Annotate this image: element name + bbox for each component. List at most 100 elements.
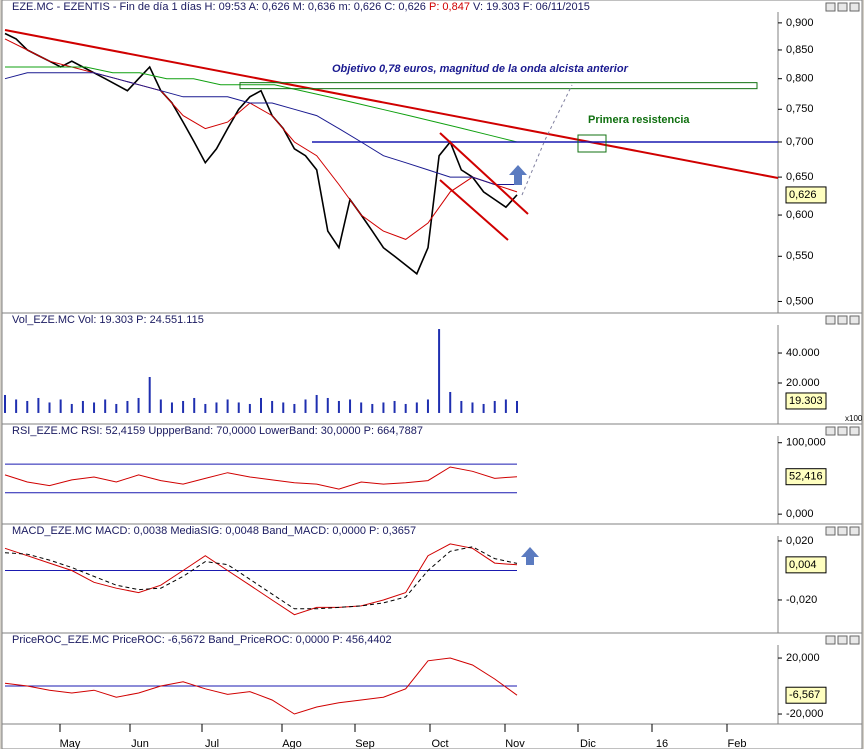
volume-bar: [193, 397, 196, 413]
y-tick-label: 0,650: [786, 171, 814, 183]
series-line: [4, 466, 518, 490]
volume-bar: [360, 402, 363, 413]
window-button[interactable]: [849, 426, 860, 436]
y-tick-label: 40.000: [786, 347, 820, 359]
volume-bar: [126, 400, 129, 413]
window-button[interactable]: [837, 426, 848, 436]
series-line: [4, 546, 518, 610]
x-tick-label: Oct: [431, 738, 448, 749]
panel-header: PriceROC_EZE.MC PriceROC: -6,5672 Band_P…: [12, 634, 392, 646]
window-button[interactable]: [825, 2, 836, 12]
header-part: V: 19.303 F: 06/11/2015: [473, 1, 590, 13]
last-value-box: [785, 468, 827, 486]
panel: [1, 632, 863, 725]
x-axis: [1, 723, 863, 749]
volume-bar: [415, 402, 418, 413]
last-value-label: 0,626: [789, 189, 817, 201]
target-zone: [239, 82, 758, 90]
volume-bar: [449, 391, 452, 413]
window-button[interactable]: [849, 315, 860, 325]
volume-bar: [115, 403, 118, 413]
volume-bar: [93, 402, 96, 413]
volume-bar: [159, 399, 162, 413]
volume-bar: [349, 399, 352, 413]
volume-bar: [260, 397, 262, 413]
series-line: [5, 66, 518, 143]
panel-header: MACD_EZE.MC MACD: 0,0038 MediaSIG: 0,004…: [12, 525, 416, 537]
resistance-box: [577, 134, 607, 153]
volume-bar: [337, 400, 340, 413]
x-tick-label: Feb: [728, 738, 747, 749]
last-value-box: [785, 392, 827, 410]
volume-bar: [4, 394, 6, 413]
last-value-box: [785, 686, 827, 704]
volume-bar: [237, 402, 240, 413]
window-button[interactable]: [825, 315, 836, 325]
volume-bar: [371, 403, 374, 413]
x-tick-label: Nov: [505, 738, 525, 749]
window-button[interactable]: [825, 526, 836, 536]
volume-bar: [271, 400, 274, 413]
volume-bar: [393, 400, 396, 413]
window-button[interactable]: [825, 426, 836, 436]
header-part: Vol_EZE.MC Vol: 19.303 P: 24.551.115: [12, 314, 204, 326]
volume-bar: [493, 400, 496, 413]
header-part: EZE.MC - EZENTIS - Fin de día 1 días H: …: [12, 1, 426, 13]
volume-bar: [15, 399, 18, 413]
window-button[interactable]: [837, 635, 848, 645]
window-button[interactable]: [849, 526, 860, 536]
window-button[interactable]: [849, 635, 860, 645]
volume-bar: [26, 400, 29, 413]
window-button[interactable]: [837, 526, 848, 536]
header-part: RSI_EZE.MC RSI: 52,4159 UppperBand: 70,0…: [12, 425, 423, 437]
volume-bar: [248, 403, 251, 413]
series-line: [4, 38, 518, 240]
x-tick-label: 16: [656, 738, 668, 749]
volume-bar: [482, 403, 485, 413]
y-tick-label: 0,750: [786, 103, 814, 115]
window-button[interactable]: [837, 2, 848, 12]
volume-bar: [215, 402, 218, 413]
volume-bar: [226, 399, 229, 413]
volume-bar: [48, 402, 51, 413]
panel: [1, 423, 863, 525]
volume-bar: [182, 400, 185, 413]
volume-bar: [304, 399, 307, 413]
volume-bar: [148, 376, 151, 413]
window-button[interactable]: [837, 315, 848, 325]
y-tick-label: 0,800: [786, 73, 814, 85]
header-part: MACD_EZE.MC MACD: 0,0038 MediaSIG: 0,004…: [12, 525, 416, 537]
y-tick-label: -0,020: [786, 594, 817, 606]
last-value-label: 0,004: [789, 559, 817, 571]
projection: [521, 84, 573, 196]
window-button[interactable]: [849, 2, 860, 12]
y-tick-label: 0,550: [786, 250, 814, 262]
y-tick-label: 0,000: [786, 508, 814, 520]
volume-bar: [70, 403, 73, 413]
volume-bar: [170, 402, 173, 413]
volume-bar: [293, 403, 296, 413]
up-arrow: [521, 547, 539, 565]
y-tick-label: 0,020: [786, 535, 814, 547]
y-tick-label: 0,600: [786, 209, 814, 221]
header-part: PriceROC_EZE.MC PriceROC: -6,5672 Band_P…: [12, 634, 392, 646]
volume-bar: [504, 399, 507, 413]
unit-note: x100: [845, 414, 863, 423]
volume-bar: [460, 400, 463, 413]
volume-bar: [204, 403, 207, 413]
last-value-box: [785, 186, 827, 204]
last-value-label: -6,567: [789, 689, 820, 701]
volume-bar: [37, 397, 40, 413]
window-button[interactable]: [825, 635, 836, 645]
y-tick-label: 0,700: [786, 136, 814, 148]
volume-bar: [426, 399, 429, 413]
channel-top: [439, 132, 529, 215]
volume-bar: [137, 397, 140, 413]
x-tick-label: Jul: [205, 738, 219, 749]
volume-bar: [438, 329, 441, 413]
header-part: P: 0,847: [429, 1, 470, 13]
last-value-box: [785, 556, 827, 574]
y-tick-label: 20.000: [786, 377, 820, 389]
